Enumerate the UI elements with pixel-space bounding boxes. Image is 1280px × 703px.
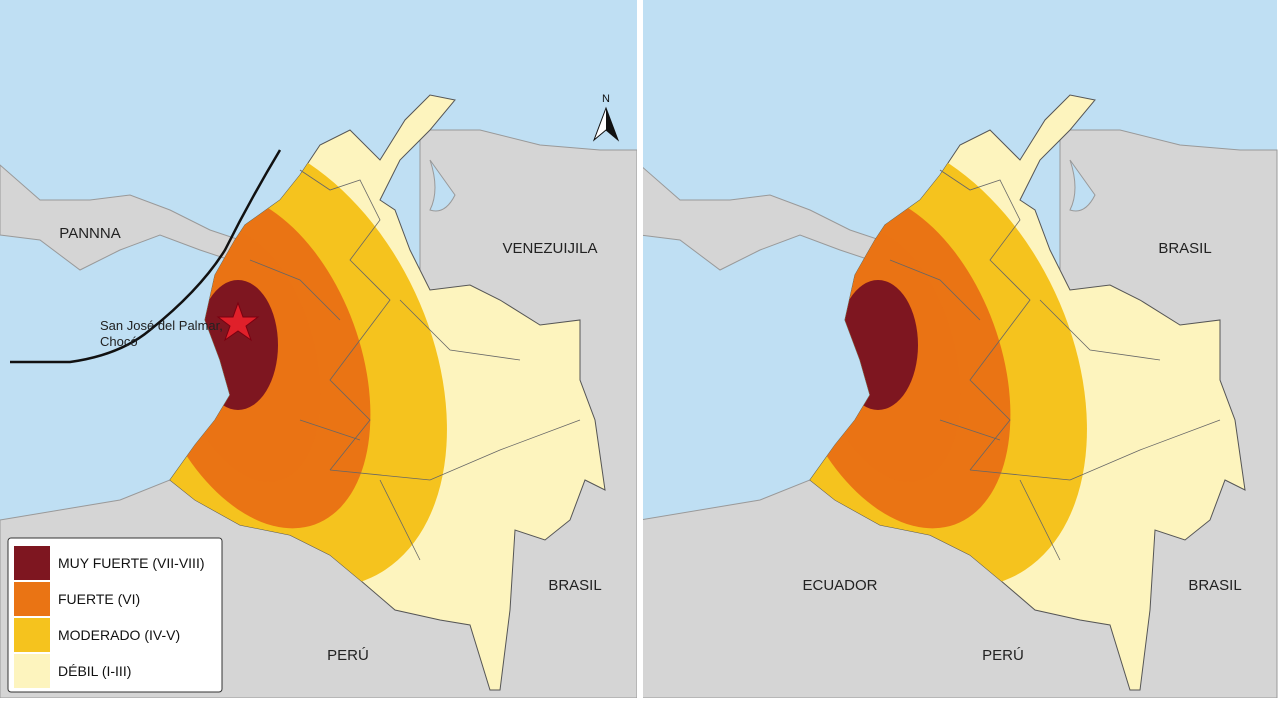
annotation: San José del Palmar,: [100, 318, 223, 333]
legend-swatch: [14, 654, 50, 688]
legend-swatch: [14, 582, 50, 616]
country-label: PANNNA: [59, 225, 120, 242]
country-label: BRASIL: [1158, 240, 1211, 257]
epicenter: [216, 301, 260, 342]
legend-swatch: [14, 546, 50, 580]
legend-swatch: [14, 618, 50, 652]
left-map: PANNNA VENEZUIJILA BRASIL PERÚ San José …: [0, 0, 637, 698]
country-label: VENEZUIJILA: [502, 240, 597, 257]
country-label: BRASIL: [1188, 577, 1241, 594]
legend-label: MODERADO (IV-V): [58, 627, 180, 643]
annotation: Chocó: [100, 334, 138, 349]
north-label: N: [602, 93, 610, 105]
country-label: BRASIL: [548, 577, 601, 594]
legend-label: MUY FUERTE (VII-VIII): [58, 555, 205, 571]
country-label: PERÚ: [982, 647, 1024, 664]
legend-label: DÉBIL (I-III): [58, 663, 131, 679]
legend-label: FUERTE (VI): [58, 591, 140, 607]
legend: MUY FUERTE (VII-VIII) FUERTE (VI) MODERADO…: [7, 537, 223, 693]
fault-line: [10, 149, 282, 364]
right-map: BRASIL ECUADOR BRASIL PERÚ: [640, 0, 1277, 698]
country-label: PERÚ: [327, 647, 369, 664]
country-label: ECUADOR: [802, 577, 877, 594]
